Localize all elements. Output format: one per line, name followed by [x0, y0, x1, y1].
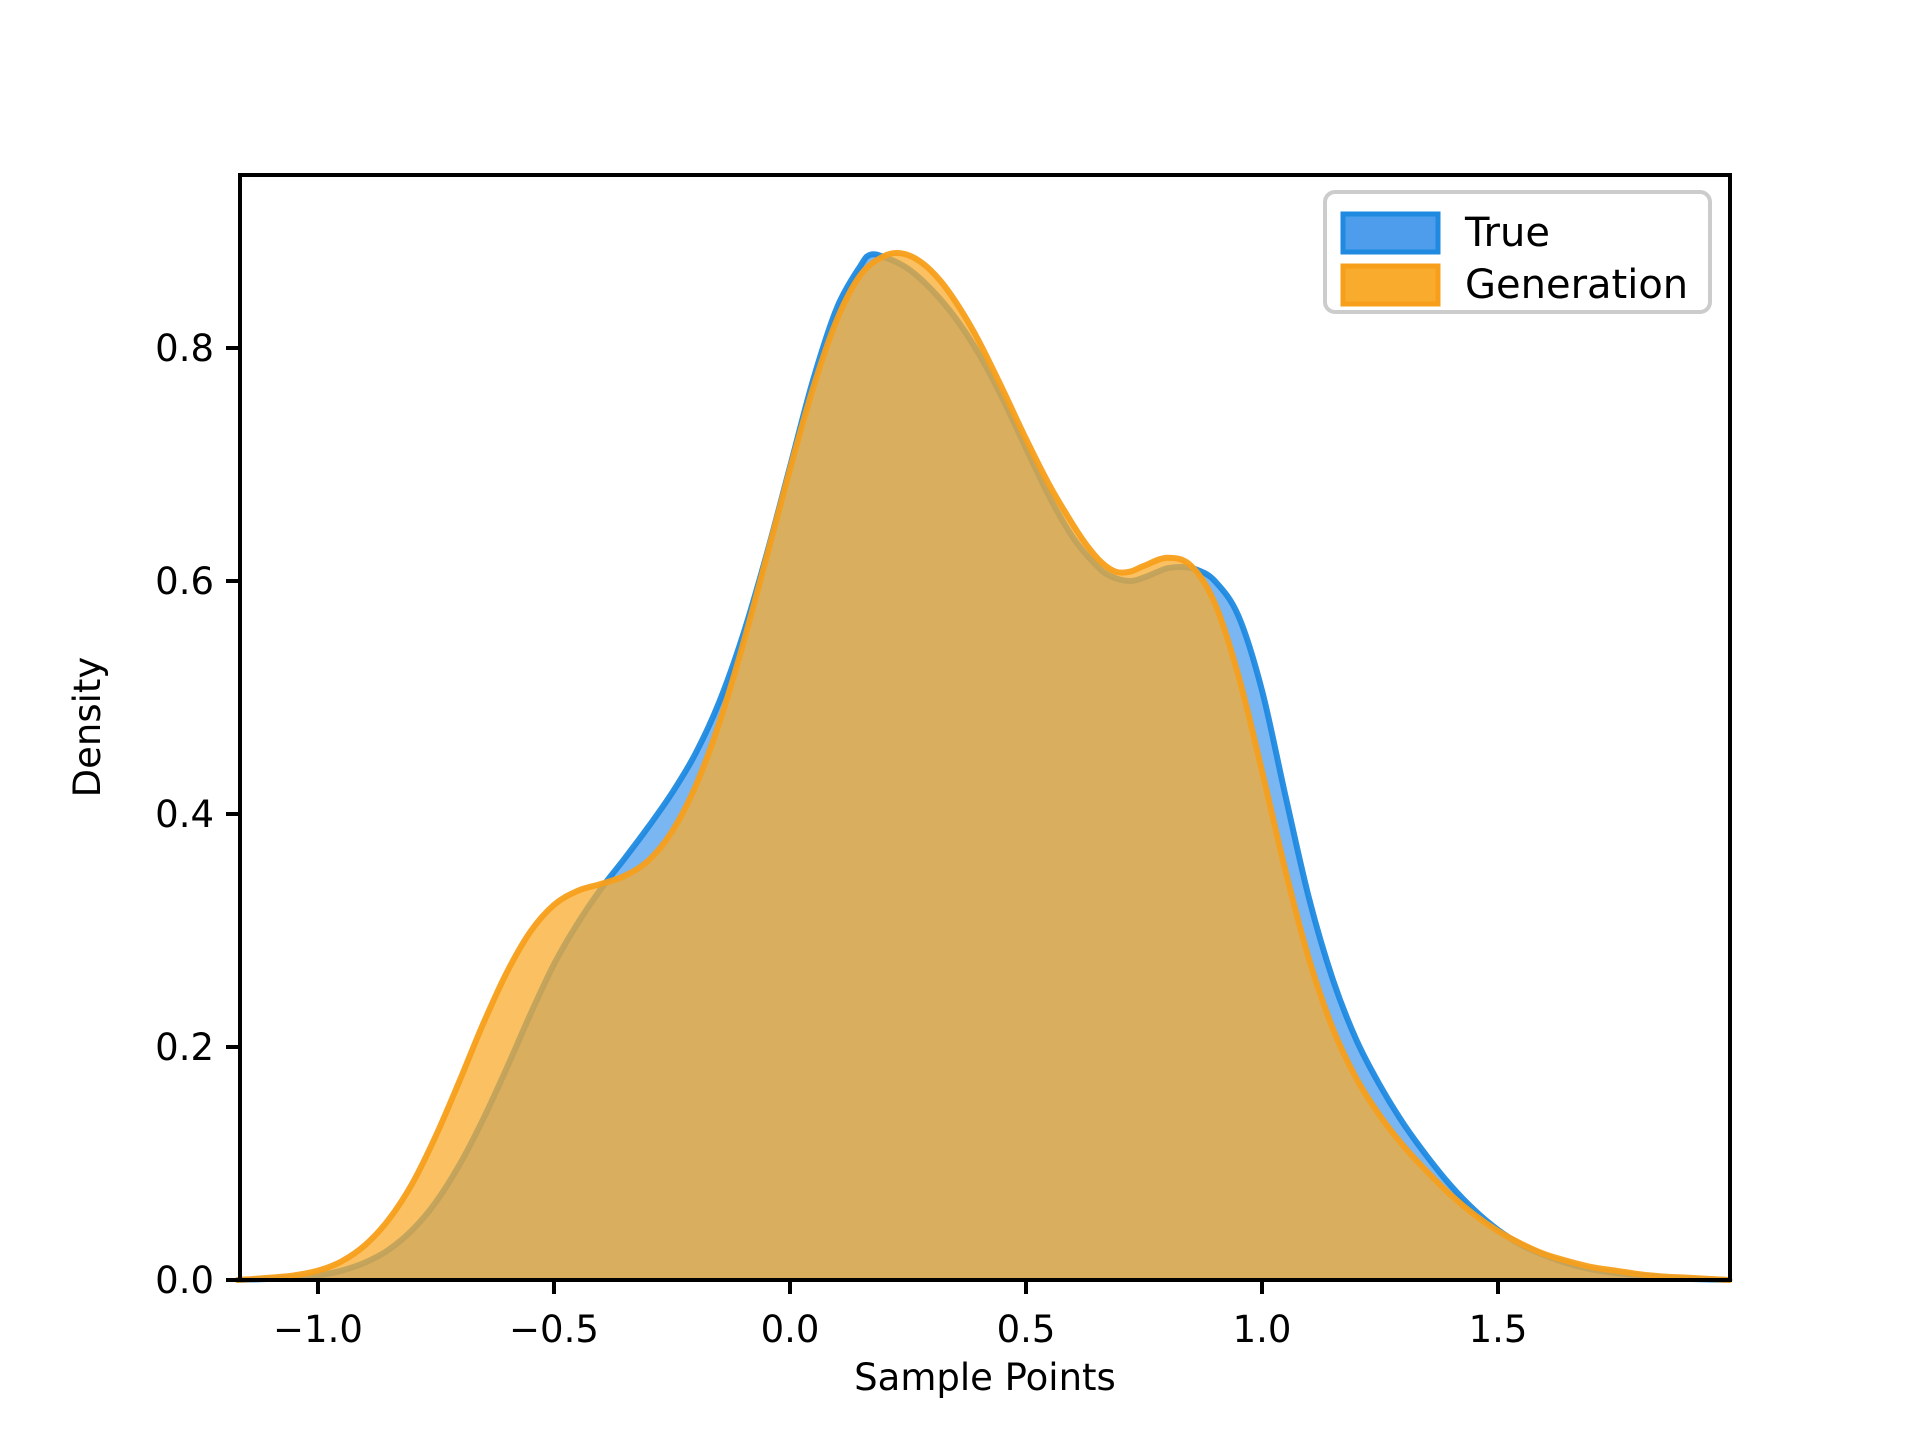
series-fill — [237, 252, 1730, 1281]
y-tick-label: 0.4 — [155, 793, 214, 836]
axes-spines — [238, 173, 1732, 1282]
series-outline — [234, 249, 1733, 1283]
y-axis-title: Density — [66, 657, 109, 798]
x-tick-label: −0.5 — [509, 1308, 599, 1351]
y-tick-label: 0.2 — [155, 1026, 214, 1069]
legend-swatch-true[interactable] — [1340, 211, 1441, 255]
y-tick-label: 0.6 — [155, 560, 214, 603]
y-tick-label: 0.0 — [155, 1259, 214, 1302]
x-tick-label: −1.0 — [273, 1308, 363, 1351]
x-tick-label: 1.0 — [1233, 1308, 1292, 1351]
legend-swatch-generation[interactable] — [1340, 263, 1441, 307]
y-tick-label: 0.8 — [155, 327, 214, 370]
x-tick-label: 0.5 — [997, 1308, 1056, 1351]
legend-label-true: True — [1464, 210, 1550, 256]
legend[interactable]: True Generation — [1323, 190, 1712, 314]
series-layer — [234, 249, 1733, 1283]
x-tick-label: 1.5 — [1469, 1308, 1528, 1351]
x-axis-title: Sample Points — [854, 1356, 1116, 1399]
series-generation — [234, 249, 1733, 1283]
y-axis-ticks: 0.0 0.2 0.4 0.6 0.8 — [155, 327, 240, 1302]
x-axis-ticks: −1.0 −0.5 0.0 0.5 1.0 1.5 — [273, 1280, 1527, 1351]
x-tick-label: 0.0 — [761, 1308, 820, 1351]
legend-label-generation: Generation — [1465, 262, 1688, 308]
